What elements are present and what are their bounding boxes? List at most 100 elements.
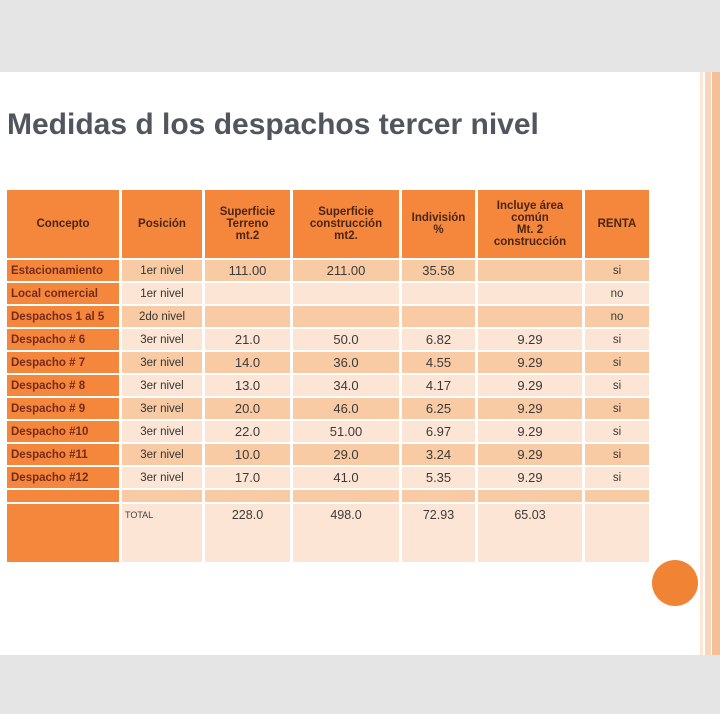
cell-terreno: 228.0	[205, 504, 290, 562]
cell-concepto: Despacho # 9	[7, 398, 119, 419]
table-row: Despacho # 6 3er nivel 21.0 50.0 6.82 9.29 si	[7, 329, 649, 350]
cell-posicion: 3er nivel	[122, 398, 202, 419]
decor-stripe-1	[700, 72, 703, 655]
cell-indivision: 4.17	[402, 375, 475, 396]
cell-terreno	[205, 306, 290, 327]
cell-posicion: 1er nivel	[122, 260, 202, 281]
cell-posicion: 3er nivel	[122, 329, 202, 350]
table-row: TOTAL 228.0 498.0 72.93 65.03	[7, 504, 649, 562]
cell-posicion: 1er nivel	[122, 283, 202, 304]
cell-construccion: 50.0	[293, 329, 399, 350]
cell-comun: 9.29	[478, 329, 582, 350]
cell-concepto: Local comercial	[7, 283, 119, 304]
col-header-posicion: Posición	[122, 190, 202, 258]
cell-construccion: 41.0	[293, 467, 399, 488]
cell-renta: si	[585, 467, 649, 488]
cell-comun	[478, 283, 582, 304]
col-header-superficie-construccion: Superficie construcción mt2.	[293, 190, 399, 258]
cell-construccion	[293, 283, 399, 304]
cell-comun	[478, 260, 582, 281]
col-header-renta: RENTA	[585, 190, 649, 258]
col-header-concepto: Concepto	[7, 190, 119, 258]
table-row: Despacho #11 3er nivel 10.0 29.0 3.24 9.29 si	[7, 444, 649, 465]
cell-terreno: 10.0	[205, 444, 290, 465]
cell-indivision: 3.24	[402, 444, 475, 465]
cell-concepto: Estacionamiento	[7, 260, 119, 281]
cell-renta: si	[585, 398, 649, 419]
cell-terreno: 17.0	[205, 467, 290, 488]
cell-posicion: 3er nivel	[122, 444, 202, 465]
cell-concepto: Despacho # 7	[7, 352, 119, 373]
cell-comun: 9.29	[478, 444, 582, 465]
cell-indivision: 5.35	[402, 467, 475, 488]
header-row: Concepto Posición Superficie Terreno mt.…	[7, 190, 649, 258]
cell-renta	[585, 490, 649, 502]
despachos-table: Concepto Posición Superficie Terreno mt.…	[4, 188, 652, 564]
table-row	[7, 490, 649, 502]
cell-indivision	[402, 283, 475, 304]
cell-comun: 9.29	[478, 467, 582, 488]
cell-posicion: 3er nivel	[122, 467, 202, 488]
cell-terreno: 20.0	[205, 398, 290, 419]
decor-stripe-2	[705, 72, 711, 655]
cell-concepto: Despacho # 6	[7, 329, 119, 350]
cell-comun	[478, 306, 582, 327]
cell-terreno: 13.0	[205, 375, 290, 396]
cell-terreno: 111.00	[205, 260, 290, 281]
cell-terreno: 14.0	[205, 352, 290, 373]
cell-construccion	[293, 306, 399, 327]
table-row: Despachos 1 al 5 2do nivel no	[7, 306, 649, 327]
cell-renta: no	[585, 306, 649, 327]
decor-stripe-3	[712, 72, 720, 655]
cell-indivision: 6.97	[402, 421, 475, 442]
top-gray-band	[0, 0, 720, 72]
cell-renta: si	[585, 444, 649, 465]
cell-posicion: 3er nivel	[122, 421, 202, 442]
cell-renta: si	[585, 352, 649, 373]
cell-concepto: Despacho # 8	[7, 375, 119, 396]
cell-comun: 9.29	[478, 398, 582, 419]
cell-construccion: 51.00	[293, 421, 399, 442]
table-row: Despacho # 9 3er nivel 20.0 46.0 6.25 9.29 si	[7, 398, 649, 419]
cell-indivision: 35.58	[402, 260, 475, 281]
cell-indivision	[402, 306, 475, 327]
cell-indivision: 72.93	[402, 504, 475, 562]
page-title: Medidas d los despachos tercer nivel	[7, 108, 539, 141]
cell-terreno: 22.0	[205, 421, 290, 442]
cell-terreno	[205, 283, 290, 304]
cell-indivision: 6.25	[402, 398, 475, 419]
cell-construccion: 36.0	[293, 352, 399, 373]
table-row: Despacho #10 3er nivel 22.0 51.00 6.97 9.29 si	[7, 421, 649, 442]
cell-indivision: 4.55	[402, 352, 475, 373]
cell-concepto	[7, 490, 119, 502]
cell-comun: 9.29	[478, 375, 582, 396]
cell-comun: 65.03	[478, 504, 582, 562]
cell-construccion: 211.00	[293, 260, 399, 281]
cell-construccion: 29.0	[293, 444, 399, 465]
cell-construccion	[293, 490, 399, 502]
cell-posicion: 2do nivel	[122, 306, 202, 327]
cell-concepto: Despacho #10	[7, 421, 119, 442]
cell-construccion: 46.0	[293, 398, 399, 419]
cell-concepto: Despachos 1 al 5	[7, 306, 119, 327]
cell-indivision	[402, 490, 475, 502]
cell-posicion: TOTAL	[122, 504, 202, 562]
cell-comun: 9.29	[478, 421, 582, 442]
cell-terreno	[205, 490, 290, 502]
cell-concepto: Despacho #11	[7, 444, 119, 465]
decor-circle	[652, 560, 698, 606]
cell-renta: si	[585, 375, 649, 396]
cell-renta: si	[585, 329, 649, 350]
cell-construccion: 498.0	[293, 504, 399, 562]
cell-renta	[585, 504, 649, 562]
cell-renta: si	[585, 260, 649, 281]
cell-posicion	[122, 490, 202, 502]
cell-comun	[478, 490, 582, 502]
table-row: Despacho #12 3er nivel 17.0 41.0 5.35 9.29 si	[7, 467, 649, 488]
table-row: Estacionamiento 1er nivel 111.00 211.00 35.5…	[7, 260, 649, 281]
col-header-area-comun: Incluye área común Mt. 2 construcción	[478, 190, 582, 258]
table-row: Despacho # 8 3er nivel 13.0 34.0 4.17 9.29 si	[7, 375, 649, 396]
col-header-superficie-terreno: Superficie Terreno mt.2	[205, 190, 290, 258]
cell-renta: no	[585, 283, 649, 304]
